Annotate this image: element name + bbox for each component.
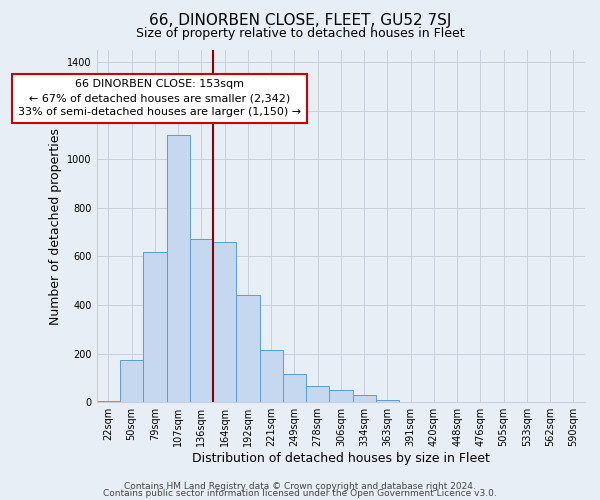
Bar <box>283 374 306 402</box>
Bar <box>376 400 399 402</box>
Bar <box>260 350 283 402</box>
Bar <box>120 360 143 402</box>
Bar <box>190 240 213 402</box>
Bar <box>353 395 376 402</box>
Bar <box>236 296 260 402</box>
Text: Contains HM Land Registry data © Crown copyright and database right 2024.: Contains HM Land Registry data © Crown c… <box>124 482 476 491</box>
Bar <box>143 252 167 402</box>
Bar <box>306 386 329 402</box>
X-axis label: Distribution of detached houses by size in Fleet: Distribution of detached houses by size … <box>192 452 490 465</box>
Text: Size of property relative to detached houses in Fleet: Size of property relative to detached ho… <box>136 28 464 40</box>
Bar <box>167 135 190 402</box>
Y-axis label: Number of detached properties: Number of detached properties <box>49 128 62 324</box>
Bar <box>97 401 120 402</box>
Text: 66, DINORBEN CLOSE, FLEET, GU52 7SJ: 66, DINORBEN CLOSE, FLEET, GU52 7SJ <box>149 12 451 28</box>
Text: 66 DINORBEN CLOSE: 153sqm
← 67% of detached houses are smaller (2,342)
33% of se: 66 DINORBEN CLOSE: 153sqm ← 67% of detac… <box>18 79 301 117</box>
Text: Contains public sector information licensed under the Open Government Licence v3: Contains public sector information licen… <box>103 490 497 498</box>
Bar <box>213 242 236 402</box>
Bar <box>329 390 353 402</box>
